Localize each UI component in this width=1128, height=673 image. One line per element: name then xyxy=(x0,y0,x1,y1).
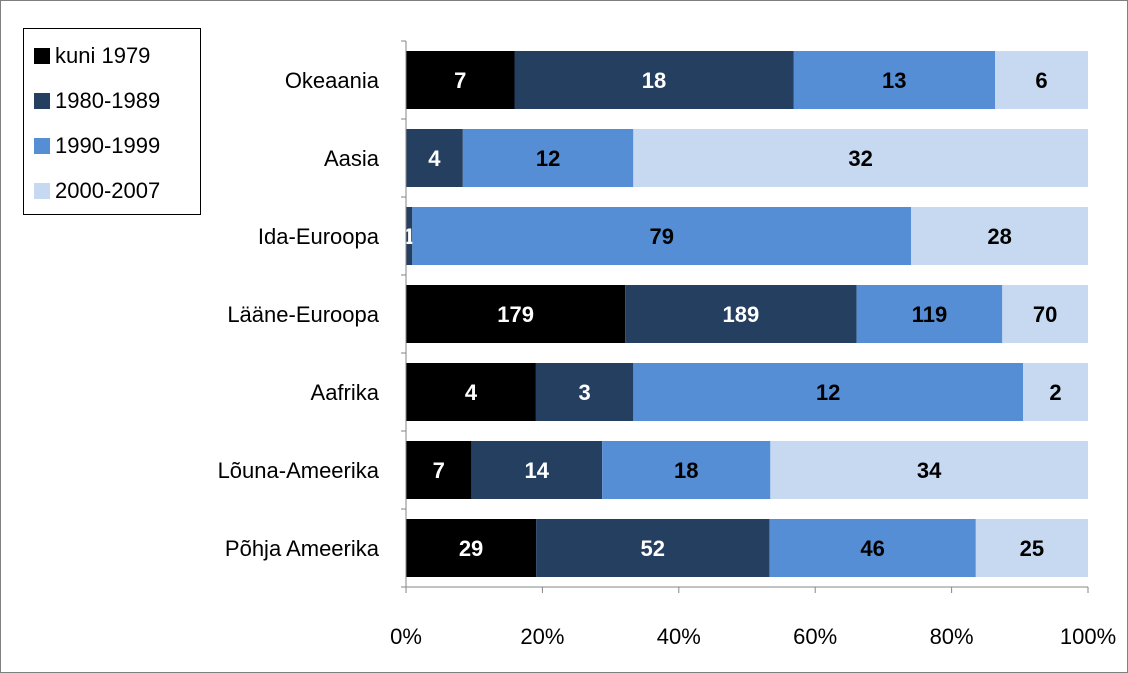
data-label: 12 xyxy=(536,146,560,171)
legend-label: kuni 1979 xyxy=(55,42,151,68)
data-label: 32 xyxy=(848,146,872,171)
category-label: Aasia xyxy=(324,146,380,171)
data-label: 12 xyxy=(816,380,840,405)
legend-label: 1990-1999 xyxy=(55,132,161,158)
data-label: 70 xyxy=(1033,302,1057,327)
data-label: 3 xyxy=(578,380,590,405)
data-label: 18 xyxy=(642,68,666,93)
data-label: 29 xyxy=(459,536,483,561)
bar-segment xyxy=(856,285,1003,343)
x-tick-label: 60% xyxy=(793,624,837,649)
bar-segment xyxy=(406,51,515,109)
legend-swatch xyxy=(34,137,50,154)
bar-segment xyxy=(633,129,1088,187)
x-tick-label: 100% xyxy=(1060,624,1116,649)
bar-segment xyxy=(633,363,1024,421)
data-label: 34 xyxy=(917,458,942,483)
legend-item-1990-1999: 1990-1999 xyxy=(24,123,200,168)
category-label: Lõuna-Ameerika xyxy=(218,458,380,483)
bar-segment xyxy=(412,207,912,265)
bar-segment xyxy=(406,363,536,421)
x-tick-label: 40% xyxy=(657,624,701,649)
data-label: 189 xyxy=(723,302,760,327)
bar-segment xyxy=(975,519,1088,577)
bar-segment xyxy=(793,51,995,109)
x-tick-label: 20% xyxy=(520,624,564,649)
data-label: 14 xyxy=(525,458,550,483)
x-tick-label: 80% xyxy=(930,624,974,649)
chart-legend: kuni 1979 1980-1989 1990-1999 2000-2007 xyxy=(23,28,201,215)
legend-item-1980-1989: 1980-1989 xyxy=(24,78,200,123)
bar-segment xyxy=(535,363,634,421)
data-label: 179 xyxy=(497,302,534,327)
data-label: 46 xyxy=(860,536,884,561)
category-label: Okeaania xyxy=(285,68,380,93)
category-label: Põhja Ameerika xyxy=(225,536,380,561)
data-label: 2 xyxy=(1049,380,1061,405)
bar-segment xyxy=(406,207,413,265)
data-label: 4 xyxy=(428,146,441,171)
data-label: 52 xyxy=(641,536,665,561)
category-label: Lääne-Euroopa xyxy=(227,302,379,327)
bar-segment xyxy=(625,285,857,343)
data-label: 79 xyxy=(650,224,674,249)
legend-swatch xyxy=(34,47,50,64)
legend-item-kuni-1979: kuni 1979 xyxy=(24,33,200,78)
category-label: Aafrika xyxy=(311,380,380,405)
bar-segment xyxy=(536,519,770,577)
legend-label: 2000-2007 xyxy=(55,177,161,203)
bar-segment xyxy=(770,441,1088,499)
bar-segment xyxy=(406,519,537,577)
bar-segment xyxy=(471,441,603,499)
bar-segment xyxy=(911,207,1088,265)
data-label: 25 xyxy=(1020,536,1044,561)
data-label: 18 xyxy=(674,458,698,483)
data-label: 13 xyxy=(882,68,906,93)
legend-swatch xyxy=(34,92,50,109)
data-label: 4 xyxy=(465,380,478,405)
bar-segment xyxy=(406,129,463,187)
data-label: 7 xyxy=(454,68,466,93)
legend-swatch xyxy=(34,182,50,199)
bar-segment xyxy=(769,519,976,577)
bar-segment xyxy=(995,51,1088,109)
bar-segment xyxy=(406,285,626,343)
bar-segment xyxy=(462,129,634,187)
bar-segment xyxy=(406,441,472,499)
bar-segment xyxy=(1023,363,1088,421)
legend-item-2000-2007: 2000-2007 xyxy=(24,168,200,213)
data-label: 6 xyxy=(1035,68,1047,93)
category-label: Ida-Euroopa xyxy=(258,224,380,249)
legend-label: 1980-1989 xyxy=(55,87,161,113)
data-label: 7 xyxy=(433,458,445,483)
bar-segment xyxy=(1002,285,1088,343)
bar-segment xyxy=(602,441,771,499)
x-tick-label: 0% xyxy=(390,624,422,649)
data-label: 28 xyxy=(987,224,1011,249)
bar-segment xyxy=(514,51,794,109)
data-label: 119 xyxy=(912,302,948,327)
